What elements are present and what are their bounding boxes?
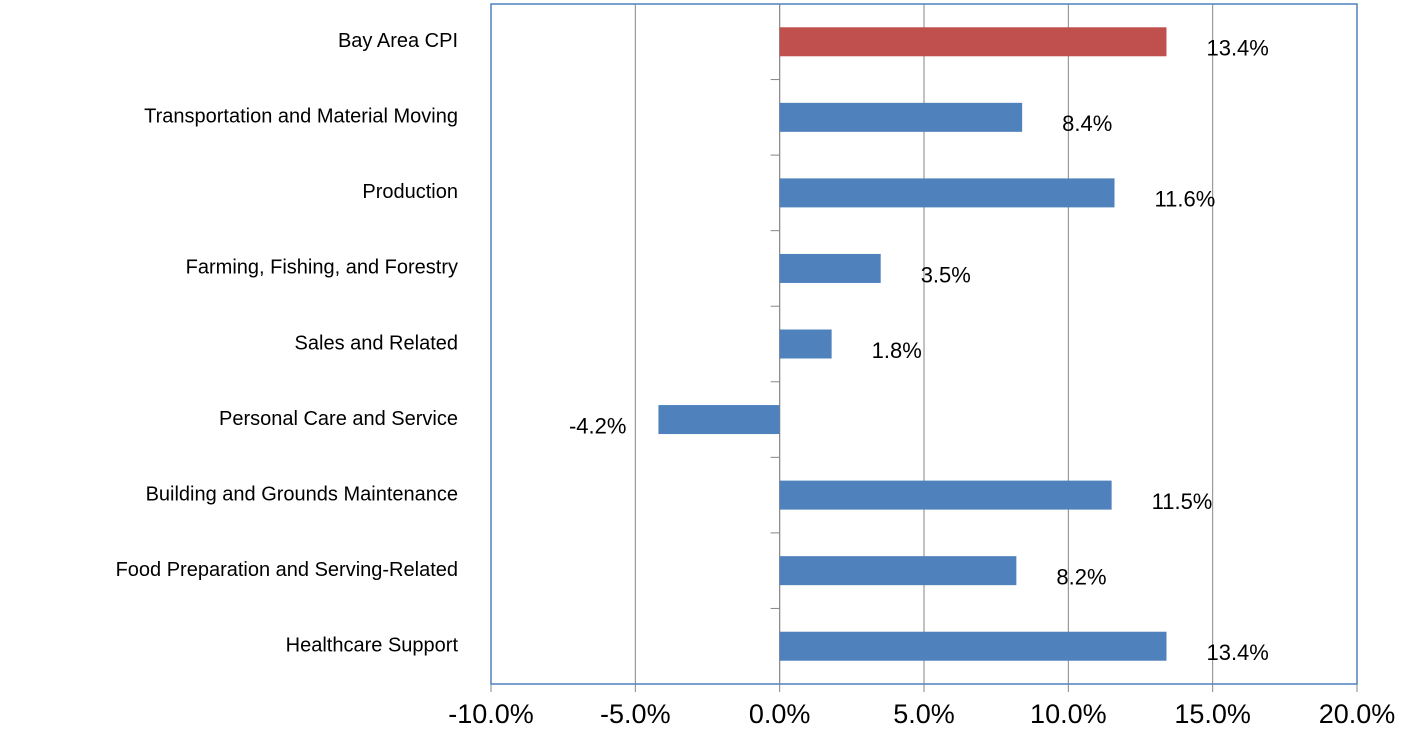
- x-tick-label: -10.0%: [448, 699, 534, 729]
- bar: [779, 178, 1115, 208]
- data-label: 13.4%: [1206, 640, 1268, 665]
- x-tick-label: 0.0%: [749, 699, 811, 729]
- y-tick-label: Healthcare Support: [286, 635, 459, 657]
- x-tick-label: 10.0%: [1030, 699, 1107, 729]
- y-tick-label: Building and Grounds Maintenance: [146, 483, 458, 505]
- data-label: 13.4%: [1206, 36, 1268, 61]
- data-label: 1.8%: [872, 338, 922, 363]
- x-tick-label: 15.0%: [1174, 699, 1251, 729]
- bar: [658, 405, 780, 435]
- y-tick-label: Farming, Fishing, and Forestry: [186, 257, 458, 279]
- y-tick-label: Food Preparation and Serving-Related: [116, 559, 458, 581]
- x-tick-label: 5.0%: [893, 699, 955, 729]
- data-label: 11.5%: [1152, 489, 1213, 514]
- bar: [779, 556, 1017, 586]
- y-tick-label: Bay Area CPI: [338, 30, 458, 52]
- y-tick-label: Production: [362, 181, 458, 203]
- bar: [779, 27, 1167, 57]
- bar: [779, 480, 1112, 510]
- y-tick-label: Transportation and Material Moving: [144, 106, 458, 128]
- y-tick-label: Sales and Related: [295, 332, 458, 354]
- bar: [779, 631, 1167, 661]
- data-label: 8.2%: [1056, 564, 1106, 589]
- bar: [779, 102, 1023, 132]
- data-label: -4.2%: [569, 413, 626, 438]
- y-tick-label: Personal Care and Service: [219, 408, 458, 430]
- bar: [779, 253, 881, 283]
- data-label: 11.6%: [1155, 187, 1216, 212]
- bar: [779, 329, 832, 359]
- data-label: 3.5%: [921, 262, 971, 287]
- x-tick-label: -5.0%: [600, 699, 671, 729]
- x-tick-label: 20.0%: [1319, 699, 1396, 729]
- data-label: 8.4%: [1062, 111, 1112, 136]
- plot-border: [490, 3, 1358, 685]
